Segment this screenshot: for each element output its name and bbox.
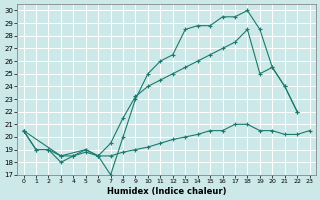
X-axis label: Humidex (Indice chaleur): Humidex (Indice chaleur) <box>107 187 226 196</box>
